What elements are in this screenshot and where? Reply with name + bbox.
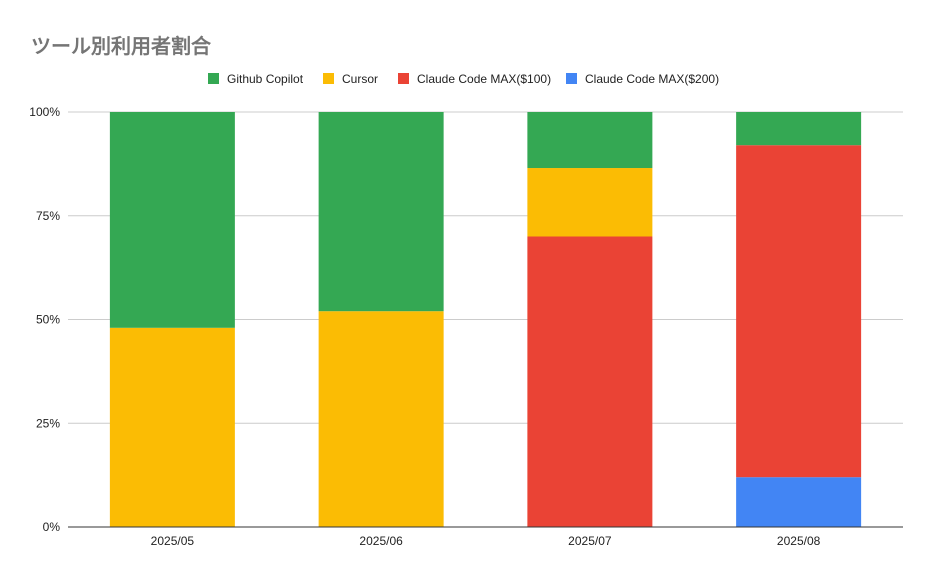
- bar-segment: [527, 168, 653, 237]
- bar-segment: [527, 112, 653, 169]
- y-tick-label: 25%: [36, 416, 60, 430]
- legend-label: Claude Code MAX($200): [585, 72, 719, 86]
- bar-segment: [736, 477, 862, 527]
- bar-segment: [736, 145, 862, 478]
- y-tick-label: 0%: [43, 520, 61, 534]
- legend-swatch: [208, 73, 219, 84]
- legend-swatch: [398, 73, 409, 84]
- bar-segment: [736, 112, 862, 146]
- y-axis: 0% 25% 50% 75% 100%: [29, 105, 60, 534]
- x-axis: 2025/05 2025/06 2025/07 2025/08: [68, 526, 903, 548]
- bar-segment: [109, 112, 235, 328]
- legend-label: Claude Code MAX($100): [417, 72, 551, 86]
- bar-segment: [527, 236, 653, 527]
- x-tick-label: 2025/08: [777, 534, 821, 548]
- legend: Github Copilot Cursor Claude Code MAX($100…: [208, 72, 719, 86]
- x-tick-label: 2025/07: [568, 534, 612, 548]
- bar-segment: [109, 327, 235, 527]
- bar-segment: [318, 311, 444, 527]
- x-tick-label: 2025/06: [359, 534, 403, 548]
- legend-swatch: [323, 73, 334, 84]
- y-tick-label: 50%: [36, 313, 60, 327]
- legend-swatch: [566, 73, 577, 84]
- y-tick-label: 75%: [36, 209, 60, 223]
- legend-label: Github Copilot: [227, 72, 304, 86]
- y-tick-label: 100%: [29, 105, 60, 119]
- legend-label: Cursor: [342, 72, 378, 86]
- bar-segment: [318, 112, 444, 312]
- bars: [109, 112, 862, 527]
- x-tick-label: 2025/05: [151, 534, 195, 548]
- chart-title: ツール別利用者割合: [31, 34, 211, 58]
